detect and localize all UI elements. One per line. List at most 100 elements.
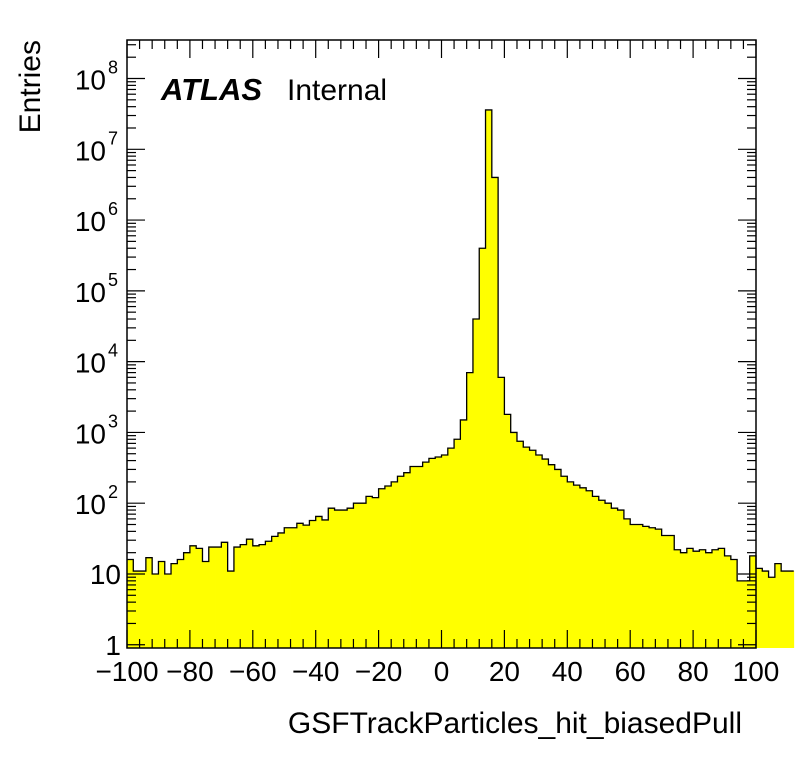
histogram-bar (246, 539, 254, 648)
histogram-bar (611, 508, 619, 648)
histogram-bar (460, 419, 468, 648)
histogram-bar (774, 563, 782, 648)
y-tick-label: 1 (105, 630, 121, 661)
y-tick-label: 10 (75, 135, 106, 166)
histogram-bar (529, 450, 537, 648)
y-tick-exponent: 4 (108, 341, 118, 361)
histogram-bar (315, 516, 323, 648)
histogram-bar (183, 552, 191, 648)
histogram-bar (743, 580, 751, 648)
histogram-bar (554, 469, 562, 648)
histogram-bar (693, 551, 700, 648)
histogram-bar (202, 561, 210, 648)
x-tick-label: −60 (229, 656, 277, 687)
histogram-bar (649, 527, 656, 648)
histogram-bar (227, 571, 235, 648)
internal-label: Internal (287, 74, 387, 107)
histogram-bar (447, 448, 455, 648)
x-axis-label: GSFTrackParticles_hit_biasedPull (288, 707, 742, 740)
histogram-bar (605, 503, 612, 648)
y-tick-label: 10 (75, 65, 106, 96)
y-tick-exponent: 5 (108, 270, 118, 290)
y-tick-label: 10 (90, 559, 121, 590)
histogram-bar (397, 476, 405, 648)
histogram-bar (623, 518, 631, 648)
histogram-bar (573, 485, 581, 648)
histogram-bar (636, 524, 644, 648)
histogram-bar (485, 109, 493, 648)
histogram-bar (504, 414, 512, 648)
histogram-bar (561, 476, 568, 648)
histogram-bar (290, 527, 298, 648)
histogram-bar (265, 541, 273, 648)
y-tick-exponent: 7 (108, 128, 118, 148)
histogram-bar (466, 372, 474, 648)
histogram-bar (435, 456, 442, 648)
histogram-bar (661, 535, 669, 648)
histogram-bar (667, 535, 675, 648)
histogram-bar (215, 547, 222, 648)
y-tick-label: 10 (75, 348, 106, 379)
x-tick-label: −80 (166, 656, 214, 687)
histogram-bar (347, 508, 354, 648)
histogram-bar (271, 536, 279, 648)
histogram-bar (196, 548, 203, 648)
histogram-bar (303, 525, 310, 648)
histogram-bar (177, 559, 185, 648)
y-tick-exponent: 8 (108, 58, 118, 78)
histogram-bar (680, 552, 688, 648)
histogram-bar (454, 439, 461, 648)
histogram-bar (523, 447, 530, 648)
y-tick-exponent: 2 (108, 482, 118, 502)
histogram-bar (655, 529, 663, 648)
y-tick-exponent: 3 (108, 411, 118, 431)
histogram-bar (686, 548, 694, 648)
histogram-bar (756, 568, 763, 648)
x-tick-labels: −100 −80 −60 −40 −20 0 20 40 60 80 100 (95, 656, 779, 687)
histogram-bar (284, 527, 291, 648)
histogram-bar (567, 481, 574, 648)
atlas-label: ATLAS (160, 72, 262, 107)
histogram-bar (152, 573, 159, 648)
histogram-bar (221, 542, 229, 648)
histogram-bar (410, 466, 417, 648)
x-tick-label: 60 (615, 656, 646, 687)
histogram-bar (334, 510, 342, 648)
histogram-bar (718, 548, 725, 648)
histogram-bar (586, 490, 593, 648)
histogram-bar (642, 526, 650, 648)
histogram-bar (403, 472, 411, 648)
histogram-bar (768, 577, 776, 648)
x-tick-label: 80 (678, 656, 709, 687)
histogram-bar (240, 544, 247, 648)
histogram-outline (127, 109, 794, 582)
histogram-bar (498, 377, 505, 648)
histogram-bar (366, 496, 373, 648)
histogram-bar (328, 508, 335, 648)
histogram-bar (711, 549, 719, 648)
histogram-bar (139, 571, 147, 648)
histogram-bar (699, 549, 707, 648)
y-axis-label: Entries (14, 40, 47, 133)
histogram-bar (781, 571, 788, 648)
y-tick-label: 10 (75, 489, 106, 520)
x-tick-label: 20 (489, 656, 520, 687)
histogram-bar (252, 545, 260, 648)
histogram-bar (579, 487, 587, 648)
x-tick-label: −100 (95, 656, 158, 687)
histogram-bar (472, 319, 480, 648)
x-tick-label: 0 (434, 656, 450, 687)
histogram-bar (145, 557, 153, 648)
histogram-bar (378, 488, 386, 648)
histogram-bar (705, 552, 713, 648)
histogram-bar (548, 464, 556, 648)
y-tick-label: 10 (75, 206, 106, 237)
histogram-bar (171, 563, 178, 648)
histogram-bar (208, 547, 216, 648)
histogram-bar (422, 462, 430, 648)
histogram-bar (391, 481, 398, 648)
x-tick-label: 100 (733, 656, 780, 687)
histogram-bar (259, 544, 266, 648)
y-tick-label: 10 (75, 277, 106, 308)
histogram-bar (592, 496, 600, 648)
